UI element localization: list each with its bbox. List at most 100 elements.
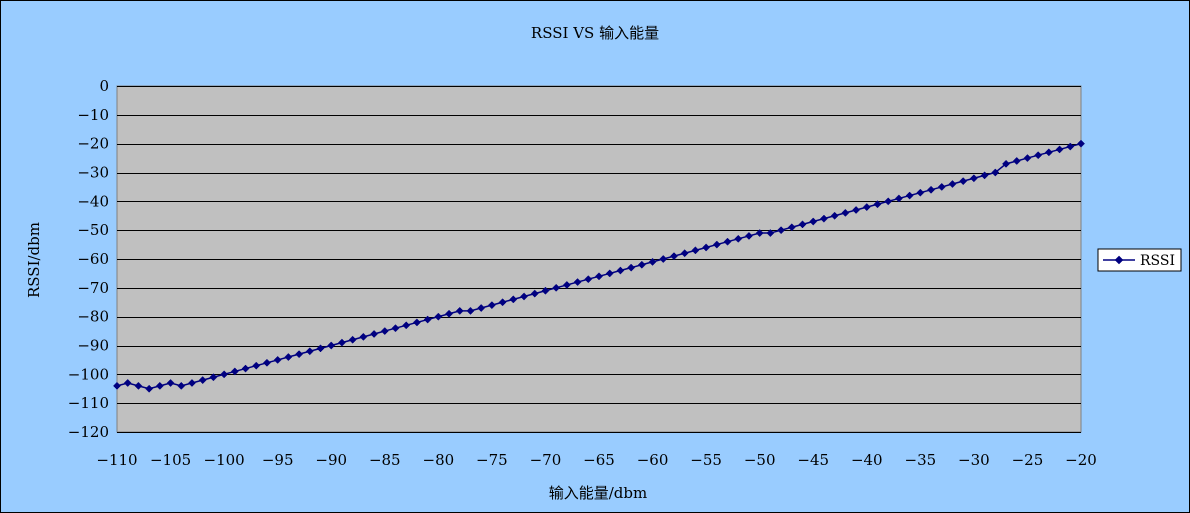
data-point (884, 197, 893, 206)
x-tick-label: −110 (96, 451, 137, 469)
data-point (155, 381, 164, 390)
data-point (937, 182, 946, 191)
data-point (541, 286, 550, 295)
data-point (1002, 159, 1010, 168)
x-tick-label: −95 (262, 451, 294, 469)
data-point (520, 292, 528, 301)
data-point (252, 361, 261, 370)
data-point (723, 237, 732, 246)
data-point (123, 379, 132, 387)
data-point (134, 381, 143, 390)
data-point (819, 214, 828, 223)
data-point (327, 341, 336, 350)
data-point (230, 367, 239, 376)
data-point (188, 379, 196, 387)
x-tick-label: −105 (150, 451, 191, 469)
data-point (616, 266, 625, 275)
data-point (584, 275, 593, 284)
data-point (1012, 157, 1021, 165)
x-tick-label: −70 (530, 451, 562, 469)
chart-title: RSSI VS 输入能量 (531, 24, 659, 42)
data-point (284, 353, 293, 361)
data-point (777, 226, 786, 235)
data-point (927, 185, 935, 194)
data-point (412, 318, 421, 327)
x-tick-label: −65 (583, 451, 615, 469)
data-point (273, 355, 282, 364)
x-tick-label: −90 (315, 451, 347, 469)
data-point (402, 321, 411, 330)
data-point (755, 229, 764, 238)
data-point (209, 373, 218, 382)
data-point (1034, 151, 1043, 160)
series-rssi (113, 139, 1085, 393)
data-point (670, 252, 678, 261)
data-point (894, 194, 903, 203)
data-point (627, 263, 636, 272)
data-point (370, 330, 379, 338)
data-point (220, 370, 229, 379)
x-tick-label: −40 (851, 451, 883, 469)
data-point (573, 278, 582, 287)
data-point (969, 174, 978, 183)
data-point (702, 243, 711, 252)
x-axis-tick-labels: −110 −105 −100 −95 −90 −85 −80 −75 −70 −65 −60 −55 −… (96, 451, 1096, 469)
data-point (552, 283, 561, 292)
data-point (841, 208, 850, 217)
data-point (348, 335, 357, 344)
data-point (1023, 154, 1032, 163)
data-point (1055, 145, 1064, 154)
data-point (712, 240, 721, 249)
y-tick-label: 0 (99, 77, 109, 95)
x-tick-label: −30 (958, 451, 990, 469)
data-point (605, 269, 614, 278)
data-point (445, 309, 453, 318)
x-tick-label: −100 (204, 451, 245, 469)
data-point (916, 188, 925, 197)
data-point (477, 304, 486, 312)
data-point (948, 180, 957, 188)
x-axis-title: 输入能量/dbm (549, 484, 647, 502)
y-tick-label: −90 (77, 337, 109, 355)
x-tick-label: −75 (476, 451, 508, 469)
data-point (263, 358, 271, 367)
data-point (637, 260, 646, 269)
x-tick-label: −80 (423, 451, 455, 469)
data-point (562, 280, 571, 289)
data-point (830, 211, 839, 220)
data-point (980, 171, 989, 180)
x-tick-label: −50 (744, 451, 776, 469)
y-tick-label: −30 (77, 164, 109, 182)
x-tick-label: −85 (369, 451, 401, 469)
data-point (745, 231, 753, 240)
y-tick-label: −60 (77, 250, 109, 268)
y-tick-label: −120 (68, 423, 109, 441)
data-point (659, 255, 668, 263)
data-point (177, 381, 186, 390)
data-point (852, 206, 861, 214)
data-point (509, 295, 518, 304)
y-tick-label: −10 (77, 106, 109, 124)
data-point (113, 381, 121, 390)
data-point (691, 246, 700, 255)
legend: RSSI (1097, 248, 1182, 272)
data-point (530, 289, 539, 298)
data-point (959, 177, 968, 186)
x-tick-label: −20 (1065, 451, 1097, 469)
data-point (337, 338, 346, 347)
data-point (1066, 142, 1075, 151)
data-point (798, 220, 807, 229)
y-tick-label: −80 (77, 308, 109, 326)
data-point (787, 223, 796, 232)
data-point (295, 350, 304, 359)
data-point (305, 347, 314, 356)
y-tick-label: −20 (77, 135, 109, 153)
data-point (166, 379, 175, 387)
data-point (434, 312, 443, 321)
data-point (145, 384, 154, 393)
data-point (359, 332, 368, 341)
data-point (423, 315, 432, 324)
y-tick-label: −100 (68, 365, 109, 383)
